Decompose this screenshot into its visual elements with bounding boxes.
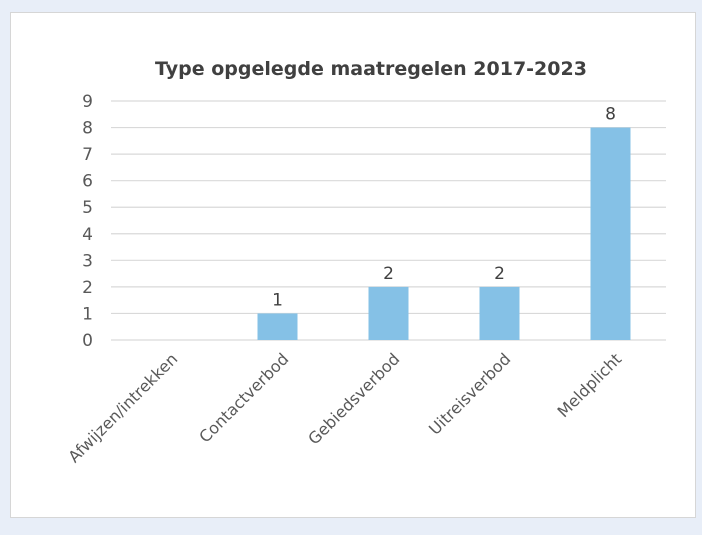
y-tick-label: 8	[82, 119, 93, 139]
bar	[479, 286, 520, 340]
y-tick-label: 3	[82, 251, 93, 271]
data-labels: 1 2 2 8	[272, 105, 616, 311]
data-label: 1	[272, 290, 283, 310]
x-tick-label: Gebiedsverbod	[304, 349, 403, 448]
x-tick-label: Afwijzen/intrekken	[64, 349, 181, 466]
y-axis-ticks: 0 1 2 3 4 5 6 7 8 9	[82, 92, 93, 351]
y-tick-label: 5	[82, 198, 93, 218]
data-label: 8	[605, 105, 616, 125]
bar	[590, 127, 631, 340]
chart-title: Type opgelegde maatregelen 2017-2023	[155, 58, 587, 80]
bar-chart: Type opgelegde maatregelen 2017-2023 0 1 2…	[64, 58, 666, 466]
y-tick-label: 4	[82, 225, 93, 245]
bar	[257, 313, 298, 340]
x-axis-ticks: Afwijzen/intrekken Contactverbod Gebiedsve…	[64, 349, 625, 466]
x-tick-label: Meldplicht	[554, 349, 626, 421]
bar	[368, 286, 409, 340]
y-tick-label: 9	[82, 92, 93, 112]
y-tick-label: 1	[82, 304, 93, 324]
chart-frame: Type opgelegde maatregelen 2017-2023 0 1 2…	[10, 12, 696, 518]
y-tick-label: 6	[82, 172, 93, 192]
x-tick-label: Contactverbod	[195, 349, 292, 446]
y-tick-label: 2	[82, 278, 93, 298]
x-tick-label: Uitreisverbod	[425, 349, 514, 438]
gridlines	[111, 100, 666, 341]
y-tick-label: 0	[82, 331, 93, 351]
y-tick-label: 7	[82, 145, 93, 165]
data-label: 2	[383, 264, 394, 284]
bars	[257, 127, 631, 340]
data-label: 2	[494, 264, 505, 284]
